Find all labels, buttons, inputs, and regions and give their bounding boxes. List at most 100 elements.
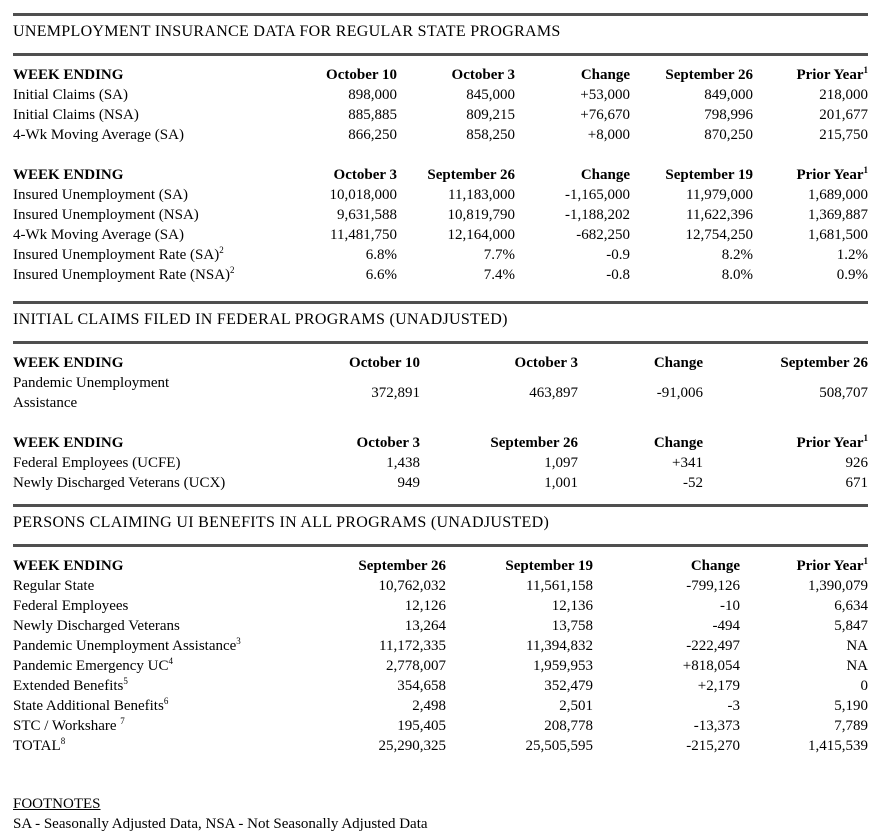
- row-label: Initial Claims (SA): [13, 85, 253, 105]
- column-header: WEEK ENDING: [13, 165, 253, 185]
- cell-value: -10: [720, 598, 740, 614]
- column-header-text: October 10: [326, 67, 397, 83]
- cell-value: 6,634: [834, 598, 868, 614]
- row-label: Initial Claims (NSA): [13, 105, 253, 125]
- table-row: Insured Unemployment Rate (SA)2 6.8% 7.7% -…: [13, 245, 868, 265]
- table-row: 4-Wk Moving Average (SA) 866,250 858,250 +8…: [13, 125, 868, 145]
- table-row: Federal Employees 12,126 12,136 -10 6,634: [13, 596, 868, 616]
- horizontal-rule: [13, 13, 868, 16]
- footnote-marker: 5: [123, 676, 128, 686]
- cell-value: 201,677: [819, 107, 868, 123]
- cell-value: 870,250: [704, 127, 753, 143]
- cell-value: +2,179: [697, 678, 740, 694]
- column-header-text: September 26: [358, 558, 446, 574]
- cell-value: -52: [683, 475, 703, 491]
- row-label: Federal Employees (UCFE): [13, 453, 253, 473]
- row-label: 4-Wk Moving Average (SA): [13, 225, 253, 245]
- row-label-text: STC / Workshare: [13, 718, 121, 734]
- table-row: Extended Benefits5 354,658 352,479 +2,179 0: [13, 676, 868, 696]
- cell-value: -91,006: [656, 385, 703, 401]
- cell-value: 218,000: [819, 87, 868, 103]
- table-row: STC / Workshare 7 195,405 208,778 -13,373 7,…: [13, 716, 868, 736]
- table-header-row: WEEK ENDING October 3 September 26 Change Pr…: [13, 433, 868, 453]
- data-table: WEEK ENDING October 3 September 26 Change Se…: [13, 165, 868, 285]
- cell-value: +8,000: [587, 127, 630, 143]
- column-header: October 3: [397, 65, 515, 85]
- cell-value: -1,188,202: [565, 207, 630, 223]
- cell-value: -0.8: [606, 267, 630, 283]
- table-row: Initial Claims (NSA) 885,885 809,215 +76,67…: [13, 105, 868, 125]
- cell-value: -13,373: [693, 718, 740, 734]
- column-header: October 10: [253, 353, 420, 373]
- cell-value: -215,270: [686, 738, 740, 754]
- cell-value: 1,681,500: [808, 227, 868, 243]
- row-label: Insured Unemployment Rate (NSA)2: [13, 265, 253, 285]
- column-header-text: September 26: [780, 355, 868, 371]
- column-header: September 19: [630, 165, 753, 185]
- cell-value: 6.6%: [365, 267, 397, 283]
- column-header-text: September 26: [490, 435, 578, 451]
- cell-value: 12,126: [404, 598, 446, 614]
- cell-value: 7.7%: [483, 247, 515, 263]
- cell-value: 671: [845, 475, 869, 491]
- cell-value: 1,390,079: [808, 578, 868, 594]
- row-label-text: Regular State: [13, 578, 95, 594]
- row-label: Federal Employees: [13, 596, 293, 616]
- cell-value: 858,250: [466, 127, 515, 143]
- cell-value: -0.9: [606, 247, 630, 263]
- cell-value: 1,097: [544, 455, 578, 471]
- column-header: Change: [578, 433, 703, 453]
- footnote-marker: 2: [230, 265, 235, 275]
- data-table: WEEK ENDING October 10 October 3 Change Sept…: [13, 353, 868, 413]
- column-header: Prior Year1: [753, 65, 868, 85]
- cell-value: 2,498: [412, 698, 446, 714]
- footnote-marker: 8: [60, 736, 66, 746]
- cell-value: 12,136: [551, 598, 593, 614]
- data-table: WEEK ENDING October 3 September 26 Change Pr…: [13, 433, 868, 493]
- cell-value: 0: [860, 678, 869, 694]
- section-2: INITIAL CLAIMS FILED IN FEDERAL PROGRAMS…: [13, 301, 868, 493]
- table-row: Newly Discharged Veterans 13,264 13,758 -49…: [13, 616, 868, 636]
- cell-value: 8.2%: [721, 247, 753, 263]
- row-label: TOTAL8: [13, 736, 293, 756]
- section-1: UNEMPLOYMENT INSURANCE DATA FOR REGULAR …: [13, 13, 868, 285]
- column-header: October 3: [253, 165, 397, 185]
- cell-value: 1,415,539: [808, 738, 868, 754]
- column-header-text: WEEK ENDING: [13, 558, 124, 574]
- footnotes-heading: FOOTNOTES: [13, 796, 101, 812]
- table-row: Newly Discharged Veterans (UCX) 949 1,001 -…: [13, 473, 868, 493]
- cell-value: 1,438: [386, 455, 420, 471]
- row-label: Newly Discharged Veterans (UCX): [13, 473, 253, 493]
- cell-value: 463,897: [529, 385, 578, 401]
- cell-value: 1,001: [544, 475, 578, 491]
- data-table: WEEK ENDING October 10 October 3 Change Sept…: [13, 65, 868, 145]
- row-label: 4-Wk Moving Average (SA): [13, 125, 253, 145]
- cell-value: 11,561,158: [526, 578, 593, 594]
- column-header: WEEK ENDING: [13, 353, 253, 373]
- column-header-text: October 10: [349, 355, 420, 371]
- column-header-text: October 3: [333, 167, 397, 183]
- cell-value: -222,497: [686, 638, 740, 654]
- column-header: September 26: [397, 165, 515, 185]
- cell-value: 10,018,000: [329, 187, 398, 203]
- horizontal-rule: [13, 504, 868, 507]
- cell-value: 372,891: [371, 385, 420, 401]
- cell-value: -682,250: [576, 227, 630, 243]
- footnote-marker: 2: [219, 245, 224, 255]
- row-label: Insured Unemployment (SA): [13, 185, 253, 205]
- section-title: INITIAL CLAIMS FILED IN FEDERAL PROGRAMS…: [13, 311, 508, 328]
- row-label: State Additional Benefits6: [13, 696, 293, 716]
- section-title: UNEMPLOYMENT INSURANCE DATA FOR REGULAR …: [13, 23, 561, 40]
- cell-value: 866,250: [348, 127, 397, 143]
- cell-value: +53,000: [580, 87, 630, 103]
- footnotes-sa-nsa-definition: SA - Seasonally Adjusted Data, NSA - Not…: [13, 816, 428, 832]
- cell-value: 1,959,953: [533, 658, 593, 674]
- cell-value: 10,762,032: [378, 578, 447, 594]
- row-label-text: 4-Wk Moving Average (SA): [13, 127, 184, 143]
- column-header: September 26: [630, 65, 753, 85]
- row-label: STC / Workshare 7: [13, 716, 293, 736]
- column-header: Prior Year1: [740, 556, 868, 576]
- footnotes: FOOTNOTES SA - Seasonally Adjusted Data,…: [13, 794, 868, 834]
- column-header-text: Change: [580, 67, 630, 83]
